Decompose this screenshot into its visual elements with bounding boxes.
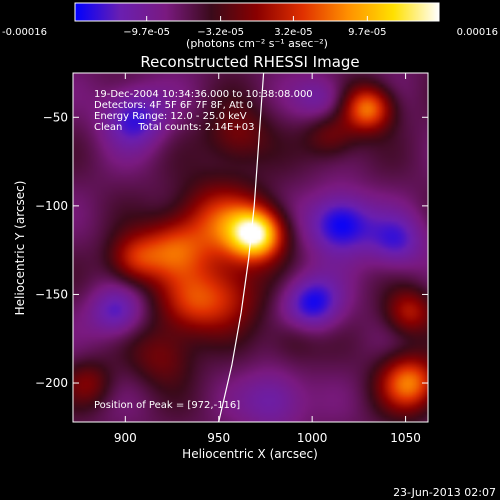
colorbar-tick-label: −9.7e-05 bbox=[123, 27, 170, 38]
y-axis: −50 −100 −150 −200 bbox=[35, 110, 428, 390]
x-tick-label: 950 bbox=[207, 431, 230, 445]
footer-date: 23-Jun-2013 02:07 bbox=[393, 486, 496, 499]
colorbar-ticks: -0.00016 −9.7e-05 −3.2e-05 3.2e-05 9.7e-05 0.… bbox=[2, 16, 498, 38]
x-tick-label: 900 bbox=[114, 431, 137, 445]
y-axis-label: Heliocentric Y (arcsec) bbox=[13, 181, 27, 316]
annotation-clean: Clean Total counts: 2.14E+03 bbox=[94, 122, 254, 133]
colorbar-tick-label: −3.2e-05 bbox=[197, 27, 244, 38]
x-tick-label: 1000 bbox=[297, 431, 328, 445]
plot-frame bbox=[72, 72, 429, 423]
annotation-time: 19-Dec-2004 10:34:36.000 to 10:38:08.000 bbox=[94, 89, 313, 100]
x-axis: 900 950 1000 1050 bbox=[114, 73, 421, 445]
colorbar-tick-label: 3.2e-05 bbox=[274, 27, 312, 38]
x-axis-label: Heliocentric X (arcsec) bbox=[182, 447, 318, 461]
annotation-detectors: Detectors: 4F 5F 6F 7F 8F, Att 0 bbox=[94, 100, 253, 111]
y-tick-label: −150 bbox=[35, 287, 68, 301]
y-tick-label: −100 bbox=[35, 199, 68, 213]
annotation-block: 19-Dec-2004 10:34:36.000 to 10:38:08.000… bbox=[94, 89, 313, 133]
peak-position-label: Position of Peak = [972,-116] bbox=[94, 400, 240, 411]
colorbar-tick-label: 0.00016 bbox=[457, 27, 498, 38]
chart-title: Reconstructed RHESSI Image bbox=[140, 53, 359, 71]
annotation-energy: Energy Range: 12.0 - 25.0 keV bbox=[94, 111, 247, 122]
y-tick-label: −50 bbox=[43, 110, 68, 124]
solar-limb-line bbox=[218, 73, 265, 422]
colorbar bbox=[74, 2, 440, 22]
heatmap-image bbox=[73, 73, 428, 422]
x-tick-label: 1050 bbox=[390, 431, 421, 445]
y-tick-label: −200 bbox=[35, 376, 68, 390]
colorbar-tick-label: -0.00016 bbox=[2, 27, 47, 38]
colorbar-label: (photons cm⁻² s⁻¹ asec⁻²) bbox=[186, 37, 328, 50]
colorbar-tick-label: 9.7e-05 bbox=[348, 27, 386, 38]
